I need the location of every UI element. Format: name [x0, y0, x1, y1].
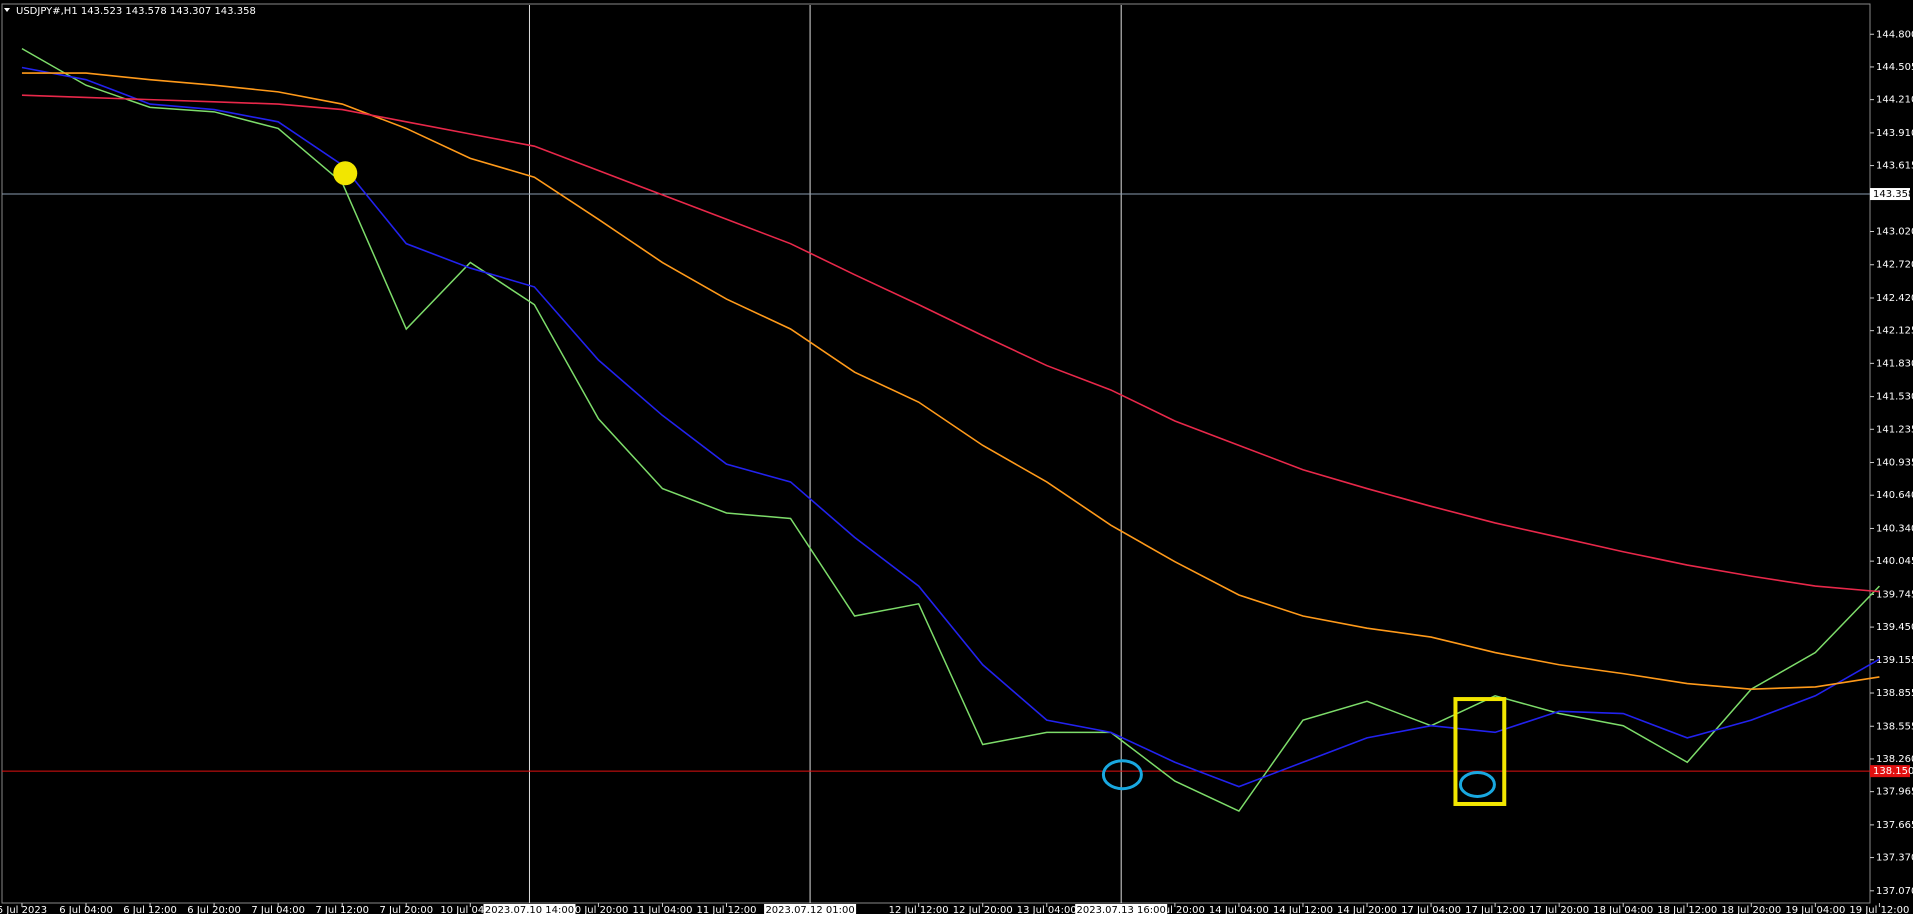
y-tick-label: 141.235 [1876, 424, 1913, 435]
y-tick-label: 137.070 [1876, 886, 1913, 897]
symbol-header: USDJPY#,H1 143.523 143.578 143.307 143.3… [16, 6, 256, 17]
cursor-tag [1075, 904, 1168, 914]
y-tick-label: 137.370 [1876, 853, 1913, 864]
y-tick-label: 139.155 [1876, 655, 1913, 666]
level-label: 138.150 [1873, 766, 1913, 777]
cursor-tag [764, 904, 857, 914]
y-tick-label: 140.340 [1876, 523, 1913, 534]
x-tick-label: 17 Jul 04:00 [1401, 905, 1461, 914]
y-tick-label: 138.855 [1876, 688, 1913, 699]
cursor-label: 2023.07.13 16:00 [1077, 905, 1166, 914]
y-tick-label: 137.665 [1876, 820, 1913, 831]
x-tick-label: 7 Jul 12:00 [315, 905, 369, 914]
marker-circle [333, 161, 358, 186]
current-price-label: 143.358 [1873, 189, 1913, 200]
x-tick-label: 10 Jul 20:00 [568, 905, 628, 914]
x-tick-label: 7 Jul 20:00 [379, 905, 433, 914]
y-tick-label: 138.260 [1876, 754, 1913, 765]
y-tick-label: 137.965 [1876, 787, 1913, 798]
y-tick-label: 143.910 [1876, 128, 1913, 139]
plot-frame [1, 3, 1871, 904]
marker-box [1453, 697, 1507, 806]
y-tick-label: 144.800 [1876, 29, 1913, 40]
x-tick-label: 11 Jul 12:00 [697, 905, 757, 914]
y-tick-label: 144.505 [1876, 62, 1913, 73]
x-tick-label: 17 Jul 20:00 [1529, 905, 1589, 914]
cursor-label: 2023.07.10 14:00 [485, 905, 574, 914]
x-tick-label: 12 Jul 20:00 [953, 905, 1013, 914]
header-arrow [4, 8, 10, 12]
y-tick-label: 140.935 [1876, 458, 1913, 469]
x-tick-label: 18 Jul 20:00 [1721, 905, 1781, 914]
x-tick-label: 6 Jul 04:00 [59, 905, 113, 914]
y-tick-label: 138.555 [1876, 721, 1913, 732]
x-tick-label: 19 Jul 12:00 [1849, 905, 1909, 914]
price-line [21, 94, 1880, 593]
price-line [21, 72, 1880, 690]
x-tick-label: 14 Jul 20:00 [1337, 905, 1397, 914]
marker-ellipse [1101, 759, 1143, 791]
y-tick-label: 142.420 [1876, 293, 1913, 304]
x-tick-label: 6 Jul 12:00 [123, 905, 177, 914]
marker-ellipse [1458, 770, 1496, 798]
y-tick-label: 142.720 [1876, 260, 1913, 271]
price-line [21, 66, 1880, 788]
x-tick-label: 10 Jul 04:00 [440, 905, 500, 914]
cursor-label: 2023.07.12 01:00 [765, 905, 854, 914]
x-tick-label: 14 Jul 12:00 [1273, 905, 1333, 914]
current-price-tag [1870, 188, 1910, 201]
x-tick-label: 6 Jul 20:00 [187, 905, 241, 914]
y-tick-label: 139.450 [1876, 622, 1913, 633]
y-tick-label: 140.045 [1876, 556, 1913, 567]
y-tick-label: 142.125 [1876, 326, 1913, 337]
y-tick-label: 141.530 [1876, 392, 1913, 403]
x-tick-label: 13 Jul 04:00 [1017, 905, 1077, 914]
y-tick-label: 143.615 [1876, 161, 1913, 172]
x-tick-label: 18 Jul 12:00 [1657, 905, 1717, 914]
y-tick-label: 140.640 [1876, 490, 1913, 501]
cursor-tag [483, 904, 576, 914]
x-tick-label: 19 Jul 04:00 [1785, 905, 1845, 914]
x-tick-label: 12 Jul 12:00 [889, 905, 949, 914]
x-tick-label: 11 Jul 04:00 [632, 905, 692, 914]
x-tick-label: 18 Jul 04:00 [1593, 905, 1653, 914]
x-tick-label: 7 Jul 04:00 [251, 905, 305, 914]
x-tick-label: 17 Jul 12:00 [1465, 905, 1525, 914]
y-tick-label: 144.210 [1876, 95, 1913, 106]
y-tick-label: 139.745 [1876, 589, 1913, 600]
x-tick-label: 5 Jul 2023 [0, 905, 47, 914]
x-tick-label: 13 Jul 20:00 [1145, 905, 1205, 914]
x-tick-label: 14 Jul 04:00 [1209, 905, 1269, 914]
level-tag [1870, 765, 1910, 778]
y-tick-label: 143.020 [1876, 226, 1913, 237]
price-line [21, 48, 1880, 812]
y-tick-label: 141.830 [1876, 358, 1913, 369]
